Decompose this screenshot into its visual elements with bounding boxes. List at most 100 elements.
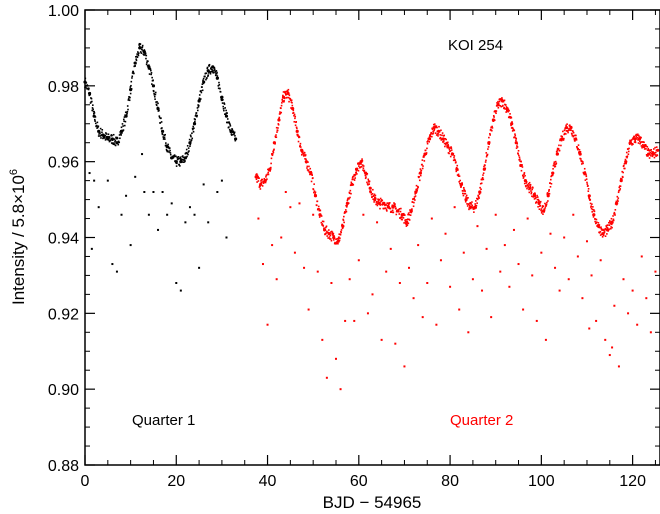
series-2-texture-dot: [324, 233, 327, 235]
series-2-texture-dot: [399, 210, 402, 213]
series-2-outlier: [458, 308, 461, 311]
x-tick-label: 80: [441, 473, 459, 490]
series-2-texture-dot: [375, 200, 378, 203]
series-1-texture-dot: [103, 137, 106, 139]
series-2-texture-dot: [474, 204, 477, 207]
series-2-texture-dot: [605, 226, 608, 228]
series-2-texture-dot: [463, 188, 465, 191]
series-1-texture-dot: [96, 121, 99, 124]
series-2-texture-dot: [350, 192, 352, 195]
y-tick-label: 0.94: [48, 231, 79, 248]
series-2-texture-dot: [509, 117, 512, 119]
series-2-texture-dot: [314, 193, 316, 195]
y-tick-label: 0.98: [48, 79, 79, 96]
series-2-texture-dot: [394, 203, 396, 205]
series-2-texture-dot: [419, 174, 422, 177]
series-2-texture-dot: [455, 161, 457, 163]
series-2-outlier: [558, 289, 561, 292]
series-2-texture-dot: [444, 137, 446, 140]
series-2-texture-dot: [543, 211, 545, 213]
series-2-outlier: [408, 266, 411, 269]
series-2-texture-dot: [398, 208, 400, 211]
series-2-outlier: [588, 327, 591, 330]
series-2-texture-dot: [466, 203, 468, 205]
series-2-texture-dot: [318, 208, 320, 210]
series-2-outlier: [590, 274, 593, 277]
series-2-texture-dot: [640, 136, 642, 139]
series-2-texture-dot: [320, 215, 323, 217]
series-1-texture-dot: [85, 86, 87, 89]
series-2-texture-dot: [638, 138, 641, 141]
series-2-texture-dot: [450, 146, 452, 148]
series-2-texture-dot: [450, 149, 453, 151]
series-2-texture-dot: [536, 198, 539, 201]
series-2-outlier: [636, 323, 639, 326]
series-2-outlier: [627, 312, 630, 315]
series-2-texture-dot: [370, 190, 372, 193]
series-2-texture-dot: [534, 192, 536, 194]
series-2-texture-dot: [437, 133, 440, 135]
series-2-texture-dot: [299, 142, 302, 145]
series-1-texture-dot: [131, 72, 134, 74]
series-1-texture-dot: [191, 137, 194, 140]
series-1-texture-dot: [161, 127, 163, 129]
series-2-texture-dot: [530, 191, 533, 194]
series-1-outlier: [97, 206, 100, 209]
series-1-texture-dot: [186, 145, 189, 147]
series-2-texture-dot: [516, 145, 518, 147]
series-2-texture-dot: [419, 172, 421, 175]
series-2-texture-dot: [519, 158, 521, 161]
series-1-texture-dot: [228, 122, 231, 125]
series-2-texture-dot: [385, 208, 388, 211]
series-2-texture-dot: [467, 196, 469, 199]
series-2-texture-dot: [567, 131, 569, 134]
y-axis-title-exponent: 6: [8, 169, 20, 175]
series-2-texture-dot: [499, 98, 501, 100]
series-2-texture-dot: [535, 201, 538, 203]
series-2-texture-dot: [386, 210, 388, 212]
series-2-texture-dot: [300, 148, 302, 151]
series-1-texture-dot: [121, 123, 124, 125]
series-1-texture-dot: [234, 139, 237, 142]
series-2-texture-dot: [656, 154, 659, 157]
series-2-texture-dot: [351, 183, 353, 185]
series-2-texture-dot: [538, 200, 540, 202]
series-2-texture-dot: [336, 238, 339, 240]
series-2-texture-dot: [481, 177, 484, 180]
series-2-outlier: [398, 282, 401, 284]
series-2-texture-dot: [269, 167, 272, 170]
series-2-texture-dot: [574, 140, 576, 142]
series-2-texture-dot: [528, 188, 530, 191]
series-2-outlier: [563, 236, 566, 239]
series-2-texture-dot: [281, 98, 284, 101]
series-2-texture-dot: [654, 154, 657, 156]
series-2-texture-dot: [582, 162, 584, 165]
series-2-texture-dot: [281, 102, 283, 104]
series-2-texture-dot: [307, 169, 310, 171]
series-1-texture-dot: [149, 68, 152, 71]
series-2-texture-dot: [365, 173, 368, 176]
series-1-texture-dot: [201, 89, 204, 92]
series-1-texture-dot: [182, 156, 185, 159]
series-2-texture-dot: [274, 143, 276, 145]
series-2-outlier: [649, 331, 652, 334]
series-1-texture-dot: [214, 70, 217, 73]
series-1-texture-dot: [162, 130, 164, 133]
series-2-texture-dot: [518, 154, 520, 157]
series-2-texture-dot: [376, 202, 379, 204]
series-1-texture-dot: [112, 133, 115, 136]
series-2-texture-dot: [542, 205, 545, 208]
series-2-texture-dot: [268, 169, 270, 171]
series-2-texture-dot: [338, 233, 341, 235]
series-2-texture-dot: [466, 205, 469, 207]
series-1-texture-dot: [197, 104, 200, 107]
series-2-texture-dot: [300, 154, 303, 156]
series-2-texture-dot: [406, 224, 409, 226]
series-1-texture-dot: [166, 146, 168, 149]
series-2-texture-dot: [550, 175, 552, 178]
series-2-texture-dot: [527, 185, 530, 187]
series-2-texture-dot: [546, 201, 548, 204]
series-1-texture-dot: [207, 75, 209, 77]
series-2-texture-dot: [605, 225, 608, 227]
series-2-texture-dot: [552, 164, 555, 167]
